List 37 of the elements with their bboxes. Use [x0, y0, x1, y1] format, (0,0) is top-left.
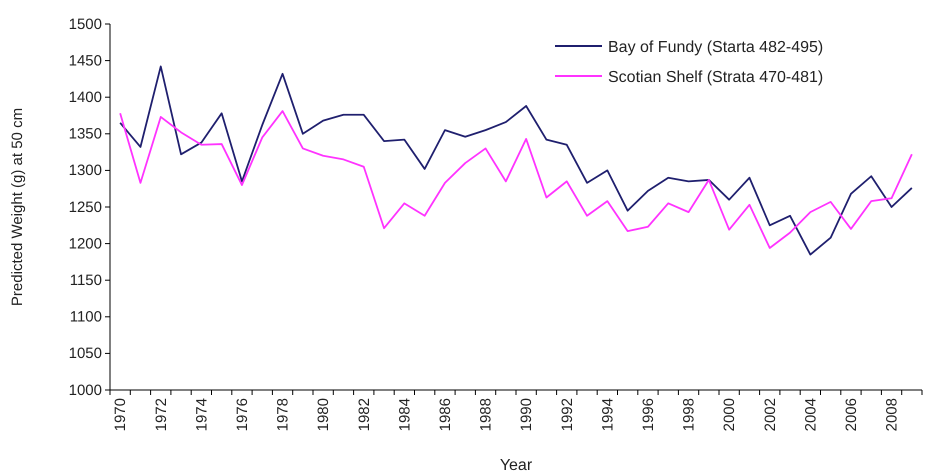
- line-series: [119, 110, 913, 249]
- y-tick-label: 1000: [68, 382, 102, 399]
- x-tick-label: 1998: [680, 398, 698, 432]
- y-tick-label: 1100: [70, 308, 102, 326]
- x-tick-label: 2000: [721, 398, 738, 432]
- x-tick-label: 1974: [193, 398, 210, 432]
- x-tick-label: 1994: [599, 398, 616, 432]
- x-tick-label: 1984: [396, 398, 414, 432]
- y-tick-label: 1500: [68, 16, 102, 33]
- x-tick-label: 2002: [762, 398, 779, 432]
- y-tick-label: 1200: [68, 235, 102, 252]
- x-tick-label: 1978: [274, 398, 292, 432]
- x-axis-title: Year: [500, 457, 533, 474]
- x-tick-label: 1990: [518, 398, 536, 432]
- x-tick-label: 2004: [802, 398, 820, 432]
- x-tick-label: 1986: [436, 398, 454, 432]
- x-tick-label: 1970: [112, 398, 130, 432]
- x-tick-label: 1992: [558, 398, 576, 432]
- legend-label: Bay of Fundy (Starta 482-495): [608, 39, 824, 56]
- x-tick-label: 1980: [315, 398, 332, 432]
- x-tick-label: 2006: [842, 398, 860, 432]
- x-tick-label: 1972: [152, 398, 170, 432]
- x-tick-label: 1976: [234, 398, 251, 432]
- y-tick-label: 1450: [68, 52, 102, 70]
- x-tick-label: 2008: [884, 398, 901, 432]
- x-tick-label: 1996: [640, 398, 657, 432]
- line-series: [119, 66, 913, 256]
- legend-label: Scotian Shelf (Strata 470-481): [608, 69, 824, 86]
- y-tick-label: 1150: [70, 272, 102, 289]
- y-tick-label: 1300: [68, 162, 102, 180]
- y-tick-label: 1400: [68, 89, 102, 106]
- x-tick-label: 1988: [478, 398, 495, 432]
- y-tick-label: 1250: [68, 198, 102, 216]
- y-tick-label: 1050: [68, 345, 102, 362]
- x-tick-label: 1982: [356, 398, 373, 432]
- y-tick-label: 1350: [68, 126, 102, 143]
- y-axis-title: Predicted Weight (g) at 50 cm: [9, 108, 26, 306]
